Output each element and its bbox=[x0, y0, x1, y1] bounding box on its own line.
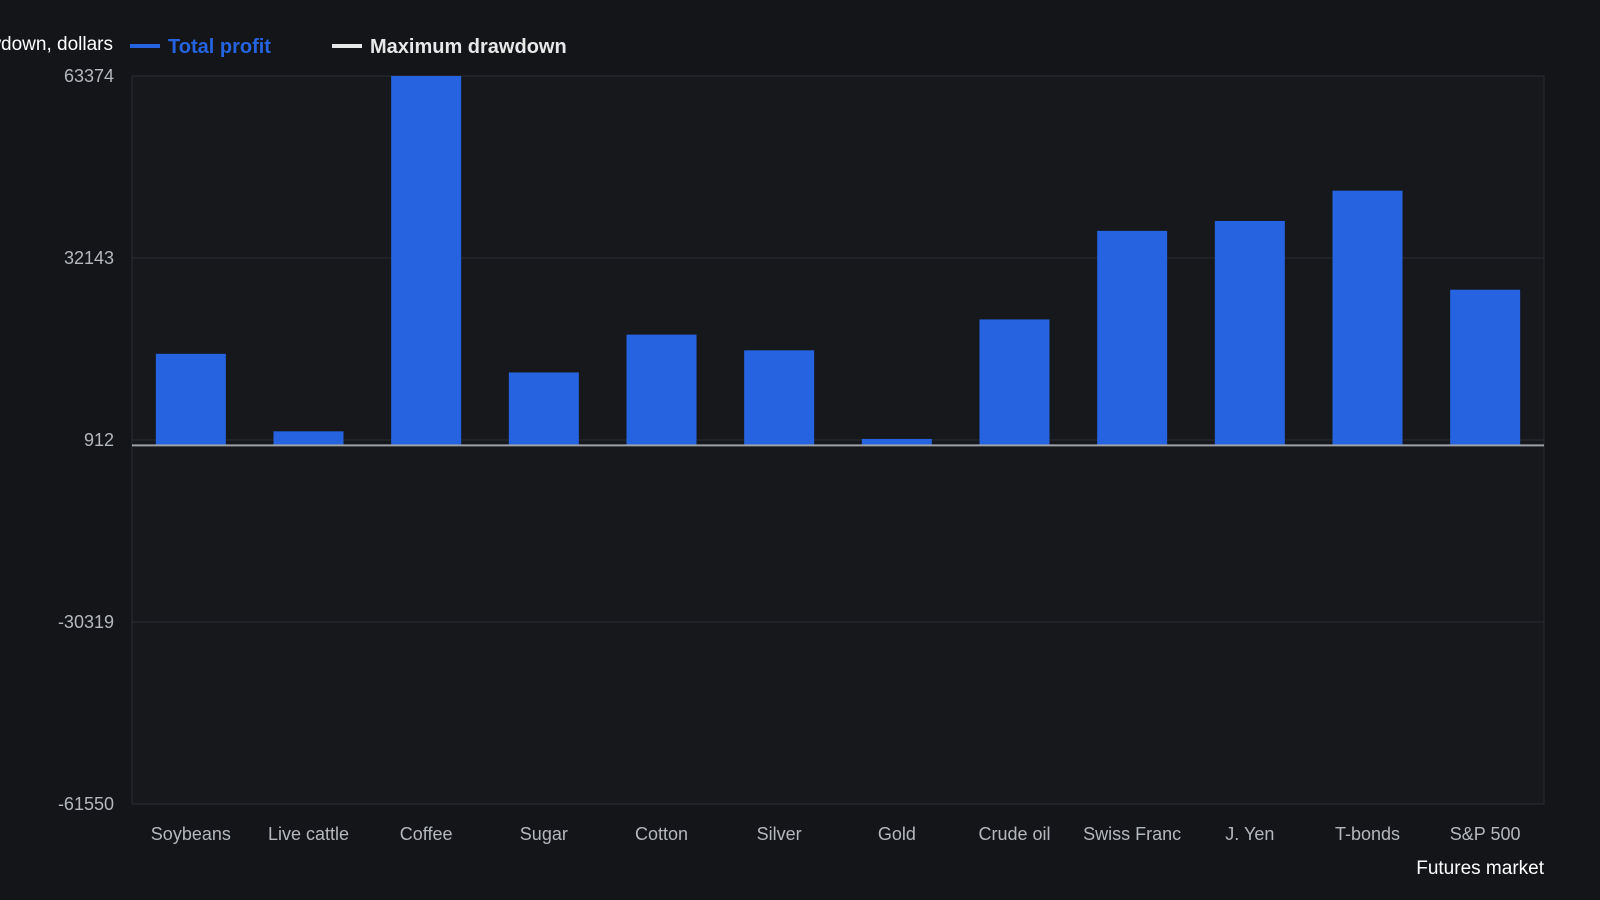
y-tick-label: -61550 bbox=[58, 794, 114, 814]
x-category-label: J. Yen bbox=[1225, 824, 1274, 844]
grid-lines bbox=[132, 257, 1544, 623]
x-category-label: Live cattle bbox=[268, 824, 349, 844]
bar-total-profit[interactable] bbox=[1332, 190, 1403, 446]
y-axis-ticks: 63374 32143 912 -30319 -61550 bbox=[58, 66, 114, 814]
bar-total-profit[interactable] bbox=[979, 319, 1050, 446]
x-axis-title: Futures market bbox=[1416, 858, 1544, 879]
legend-label: Maximum drawdown bbox=[370, 36, 567, 58]
x-category-label: Coffee bbox=[400, 824, 453, 844]
x-category-label: Gold bbox=[878, 824, 916, 844]
y-tick-label: 63374 bbox=[64, 66, 114, 86]
x-category-label: S&P 500 bbox=[1450, 824, 1521, 844]
x-category-label: T-bonds bbox=[1335, 824, 1400, 844]
legend-item-maximum-drawdown[interactable]: Maximum drawdown bbox=[332, 36, 567, 58]
bar-total-profit[interactable] bbox=[155, 353, 226, 446]
legend-item-total-profit[interactable]: Total profit bbox=[130, 36, 271, 58]
x-category-label: Crude oil bbox=[978, 824, 1050, 844]
bar-total-profit[interactable] bbox=[508, 372, 579, 446]
x-category-label: Swiss Franc bbox=[1083, 824, 1181, 844]
bar-total-profit[interactable] bbox=[861, 438, 932, 446]
bar-total-profit[interactable] bbox=[744, 350, 815, 446]
bar-total-profit[interactable] bbox=[1097, 230, 1168, 446]
bar-total-profit[interactable] bbox=[1214, 220, 1285, 446]
bar-total-profit[interactable] bbox=[626, 334, 697, 446]
y-tick-label: -30319 bbox=[58, 612, 114, 632]
legend[interactable]: Total profit Maximum drawdown bbox=[130, 36, 567, 58]
legend-label: Total profit bbox=[168, 36, 271, 58]
x-category-label: Sugar bbox=[520, 824, 568, 844]
x-category-label: Soybeans bbox=[151, 824, 231, 844]
bar-total-profit[interactable] bbox=[273, 431, 344, 446]
x-axis-categories: Soybeans Live cattle Coffee Sugar Cotton Silv… bbox=[151, 824, 1521, 844]
y-axis-title: Total profit, maximum drawdown, dollars bbox=[0, 34, 113, 55]
y-tick-label: 912 bbox=[84, 430, 114, 450]
x-category-label: Cotton bbox=[635, 824, 688, 844]
y-tick-label: 32143 bbox=[64, 248, 114, 268]
bar-total-profit[interactable] bbox=[1450, 289, 1521, 446]
bar-total-profit[interactable] bbox=[391, 76, 462, 446]
bars bbox=[155, 76, 1521, 446]
x-category-label: Silver bbox=[757, 824, 802, 844]
